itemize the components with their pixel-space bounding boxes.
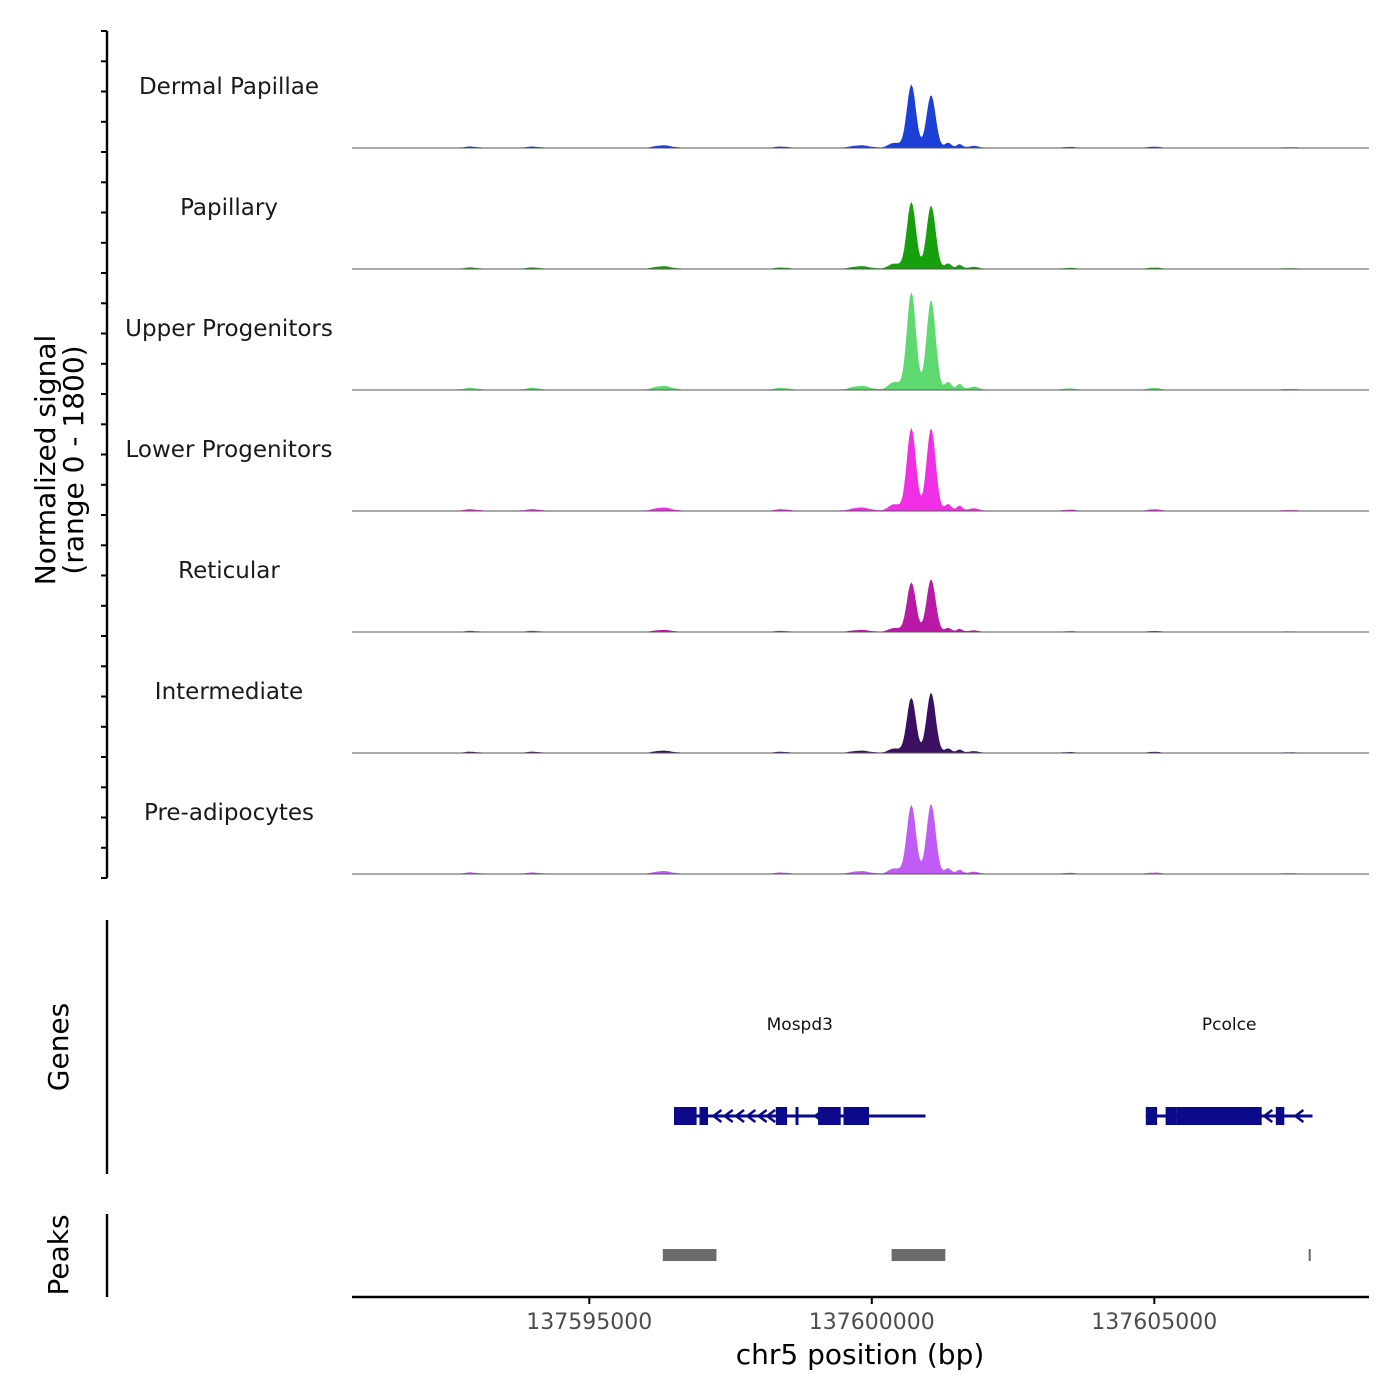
peak-region bbox=[891, 1249, 946, 1261]
strand-arrow bbox=[711, 1109, 723, 1123]
gene-label: Mospd3 bbox=[767, 1015, 833, 1035]
x-tick-label: 137595000 bbox=[526, 1310, 652, 1335]
strand-arrow bbox=[745, 1109, 757, 1123]
peaks-panel-label: Peaks bbox=[42, 1214, 75, 1295]
strand-arrow bbox=[1293, 1109, 1305, 1123]
signal-area bbox=[352, 292, 1369, 390]
strand-arrow bbox=[765, 1109, 776, 1123]
strand-arrow bbox=[756, 1109, 768, 1123]
gene-label: Pcolce bbox=[1202, 1015, 1257, 1035]
gene-models: Mospd3 Pcolce bbox=[674, 1015, 1313, 1125]
genes-panel-label: Genes bbox=[42, 1003, 75, 1091]
gene-exon bbox=[1275, 1107, 1285, 1125]
coverage-y-ticks bbox=[101, 30, 107, 879]
peak-region bbox=[662, 1249, 717, 1261]
gene-exon bbox=[775, 1107, 788, 1125]
gene-exon bbox=[852, 1107, 869, 1125]
gene-exon bbox=[818, 1107, 841, 1125]
track-label: Upper Progenitors bbox=[125, 316, 333, 342]
signal-area bbox=[352, 201, 1369, 269]
track-labels: Dermal Papillae Papillary Upper Progenitor… bbox=[125, 74, 333, 826]
peak-regions bbox=[662, 1249, 1311, 1261]
y-axis-title-range: (range 0 - 1800) bbox=[57, 345, 90, 574]
signal-area bbox=[352, 804, 1369, 874]
signal-area bbox=[352, 579, 1369, 632]
track-label: Intermediate bbox=[155, 679, 303, 705]
track-label: Pre-adipocytes bbox=[144, 800, 314, 826]
x-axis-ticks: 137595000 137600000 137605000 bbox=[526, 1297, 1217, 1335]
gene-exon bbox=[1145, 1107, 1158, 1125]
x-axis-title: chr5 position (bp) bbox=[736, 1338, 985, 1371]
track-label: Lower Progenitors bbox=[126, 437, 333, 463]
strand-arrow bbox=[1262, 1109, 1274, 1123]
signal-area bbox=[352, 84, 1369, 148]
gene-exon bbox=[795, 1107, 799, 1125]
gene-exon bbox=[1176, 1107, 1262, 1125]
strand-arrow bbox=[733, 1109, 745, 1123]
track-label: Dermal Papillae bbox=[139, 74, 319, 100]
track-label: Reticular bbox=[178, 558, 280, 584]
track-label: Papillary bbox=[180, 195, 278, 221]
signal-area bbox=[352, 427, 1369, 511]
coverage-tracks bbox=[352, 84, 1369, 875]
strand-arrow bbox=[722, 1109, 734, 1123]
strand-arrow bbox=[813, 1109, 824, 1123]
y-axis-title: Normalized signal bbox=[29, 335, 62, 586]
x-tick-label: 137600000 bbox=[809, 1310, 935, 1335]
gene-exon bbox=[699, 1107, 708, 1125]
signal-area bbox=[352, 693, 1369, 753]
gene-exon bbox=[674, 1107, 697, 1125]
x-tick-label: 137605000 bbox=[1091, 1310, 1217, 1335]
gene-exon bbox=[1165, 1107, 1177, 1125]
gene-exon bbox=[843, 1107, 852, 1125]
